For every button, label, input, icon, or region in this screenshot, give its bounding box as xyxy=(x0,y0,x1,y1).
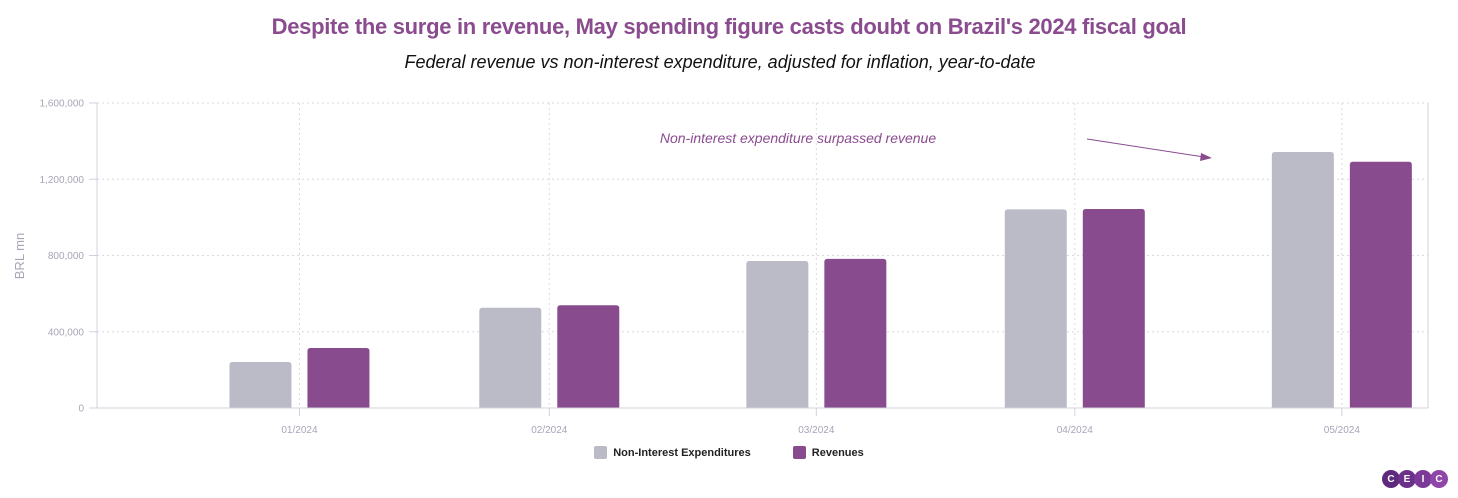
y-axis-label: BRL mn xyxy=(12,233,27,279)
y-tick-label: 0 xyxy=(78,404,84,415)
x-tick-label: 01/2024 xyxy=(281,425,318,436)
bar-revenues[interactable] xyxy=(1082,208,1145,408)
bar-revenues[interactable] xyxy=(307,347,370,408)
logo-letter: E xyxy=(1398,470,1416,488)
bar-non-interest-expenditures[interactable] xyxy=(746,261,809,408)
legend: Non-Interest Expenditures Revenues xyxy=(0,446,1458,459)
y-tick-label: 800,000 xyxy=(48,251,85,262)
y-tick-label: 1,600,000 xyxy=(40,99,85,110)
x-tick-label: 05/2024 xyxy=(1324,425,1361,436)
legend-label-revenues: Revenues xyxy=(811,446,864,459)
legend-item-expenditures[interactable]: Non-Interest Expenditures xyxy=(594,446,751,459)
logo-letter: C xyxy=(1382,470,1400,488)
bar-non-interest-expenditures[interactable] xyxy=(1004,209,1067,408)
x-tick-label: 04/2024 xyxy=(1057,425,1094,436)
y-tick-label: 400,000 xyxy=(48,327,85,338)
bar-non-interest-expenditures[interactable] xyxy=(1271,151,1334,408)
x-tick-label: 02/2024 xyxy=(531,425,568,436)
bar-revenues[interactable] xyxy=(557,305,620,408)
legend-swatch-expenditures xyxy=(594,446,608,459)
chart-subtitle: Federal revenue vs non-interest expendit… xyxy=(404,52,1036,72)
x-tick-label: 03/2024 xyxy=(798,425,835,436)
axes: 0 400,000 800,000 1,200,000 1,600,000 01/2024… xyxy=(40,99,1429,436)
bar-revenues[interactable] xyxy=(1349,161,1412,408)
legend-label-expenditures: Non-Interest Expenditures xyxy=(613,446,751,459)
logo-letter: C xyxy=(1430,470,1448,488)
bars xyxy=(229,151,1412,408)
logo-letter: I xyxy=(1414,470,1432,488)
legend-item-revenues[interactable]: Revenues xyxy=(792,446,864,459)
y-tick-label: 1,200,000 xyxy=(40,175,85,186)
bar-non-interest-expenditures[interactable] xyxy=(479,307,542,408)
chart-title: Despite the surge in revenue, May spendi… xyxy=(271,14,1187,39)
legend-swatch-revenues xyxy=(792,446,806,459)
annotation-text: Non-interest expenditure surpassed reven… xyxy=(660,130,936,146)
annotation-arrow xyxy=(1086,138,1212,161)
ceic-logo: C E I C xyxy=(1382,470,1448,488)
bar-non-interest-expenditures[interactable] xyxy=(229,362,292,408)
bar-revenues[interactable] xyxy=(824,258,887,408)
